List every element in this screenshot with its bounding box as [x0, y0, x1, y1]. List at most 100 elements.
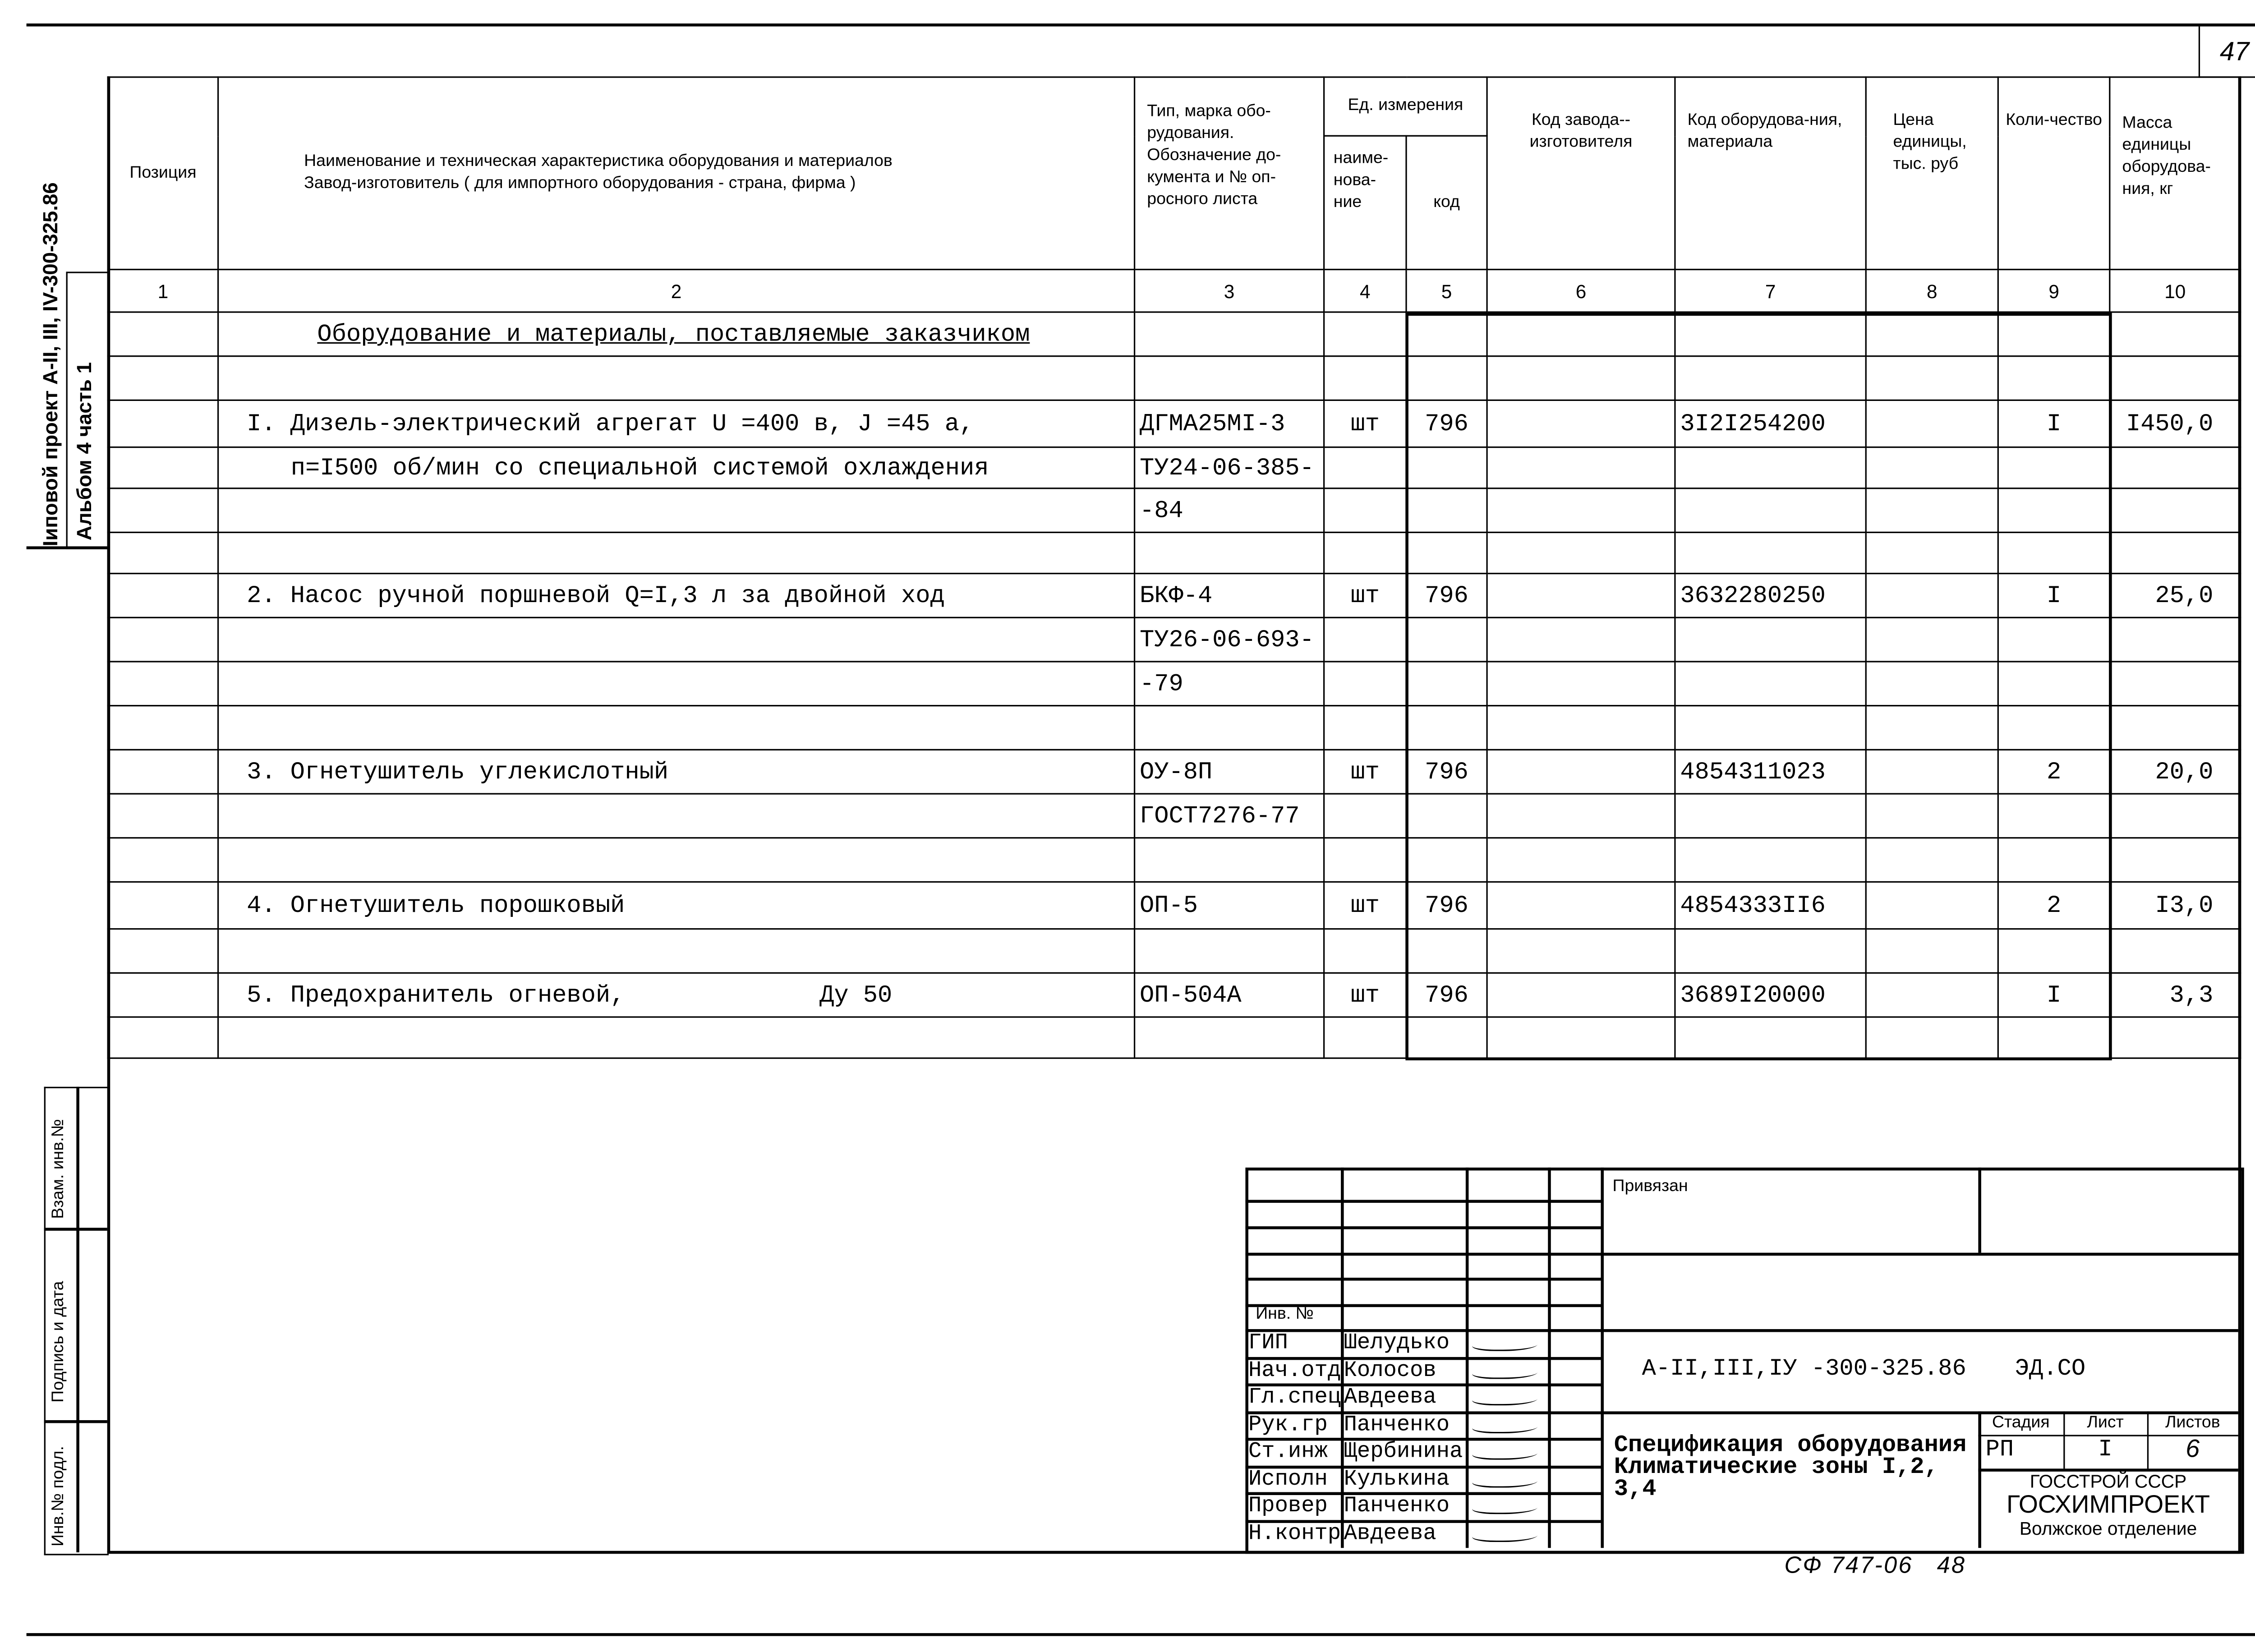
price-cell [1865, 661, 1999, 707]
factory-code-cell [1486, 749, 1676, 795]
title-block-line [1245, 1278, 1601, 1280]
mass-cell: I3,0 [2109, 881, 2241, 930]
staff-name: Панченко [1344, 1493, 1450, 1519]
type-cell [1133, 531, 1325, 575]
album-box [66, 271, 109, 549]
position-cell [107, 928, 219, 974]
position-cell [107, 881, 219, 930]
mass-cell [2109, 446, 2241, 489]
name-cell [217, 837, 1136, 883]
mass-cell [2109, 793, 2241, 839]
staff-role: Нач.отд [1248, 1358, 1341, 1384]
document-suffix: ЭД.СО [2015, 1355, 2086, 1382]
unit-name-cell: шт [1323, 881, 1407, 930]
name-cell: п=I500 об/мин со специальной системой ох… [217, 446, 1136, 489]
type-cell: ТУ26-06-693- [1133, 617, 1325, 663]
name-cell [217, 661, 1136, 707]
staff-name: Колосов [1344, 1358, 1436, 1384]
staff-role: Н.контр [1248, 1521, 1341, 1546]
name-cell: I. Дизель-электрический агрегат U =400 в… [217, 399, 1136, 448]
title-block-line [1245, 1438, 1601, 1440]
unit-name-cell [1323, 617, 1407, 663]
table-row [107, 928, 2241, 974]
unit-code-cell: 796 [1405, 749, 1488, 795]
staff-role: Ст.инж [1248, 1439, 1328, 1464]
factory-code-cell [1486, 837, 1676, 883]
unit-name-cell: шт [1323, 572, 1407, 618]
name-cell: 5. Предохранитель огневой, Ду 50 [217, 972, 1136, 1018]
equipment-code-cell: 3689I20000 [1674, 972, 1867, 1018]
table-row: 5. Предохранитель огневой, Ду 50 ОП-504А шт… [107, 972, 2241, 1018]
unit-code-cell [1405, 446, 1488, 489]
equipment-code-cell [1674, 531, 1867, 575]
title-block-line [1245, 1200, 1601, 1202]
factory-code-cell [1486, 881, 1676, 930]
quantity-cell: 2 [1997, 881, 2111, 930]
price-cell [1865, 972, 1999, 1018]
position-cell [107, 749, 219, 795]
staff-name: Шелудько [1344, 1330, 1450, 1356]
highlighted-block [1405, 313, 2112, 1061]
quantity-cell [1997, 837, 2111, 883]
item-name: п=I500 об/мин со специальной системой ох… [290, 454, 989, 482]
title-block-line [1978, 1435, 2238, 1437]
name-cell [217, 617, 1136, 663]
title-block-line [1245, 1252, 1601, 1255]
footer-note: СФ 747-06 48 [1784, 1554, 1966, 1579]
unit-name-cell [1323, 446, 1407, 489]
position-cell [107, 972, 219, 1018]
title-block-line [1245, 1492, 1601, 1495]
header-quantity: Коли-чество [1997, 76, 2111, 271]
unit-code-cell [1405, 928, 1488, 974]
stamp-replace-label: Взам. инв.№ [50, 1119, 68, 1219]
factory-code-cell [1486, 1016, 1676, 1059]
header-factory-code: Код завода--изготовителя [1486, 76, 1676, 271]
unit-code-cell: 796 [1405, 881, 1488, 930]
frame-inner-bottom [107, 1551, 2240, 1554]
price-cell [1865, 793, 1999, 839]
position-cell [107, 399, 219, 448]
quantity-cell [1997, 793, 2111, 839]
equipment-code-cell [1674, 837, 1867, 883]
position-cell [107, 355, 219, 401]
factory-code-cell [1486, 972, 1676, 1018]
price-cell [1865, 881, 1999, 930]
column-number: 9 [1997, 268, 2111, 313]
org-branch: Волжское отделение [2019, 1519, 2197, 1539]
table-row: -79 [107, 661, 2241, 707]
type-cell [1133, 1016, 1325, 1059]
quantity-cell [1997, 1016, 2111, 1059]
price-cell [1865, 617, 1999, 663]
unit-name-cell: шт [1323, 749, 1407, 795]
bound-label: Привязан [1612, 1178, 1688, 1196]
unit-name-cell [1323, 928, 1407, 974]
price-cell [1865, 399, 1999, 448]
stamp-original-label: Инв.№ подл. [50, 1446, 68, 1546]
title-block-line [1978, 1411, 1981, 1548]
table-row: п=I500 об/мин со специальной системой ох… [107, 446, 2241, 489]
header-unit: Ед. измерения [1323, 76, 1488, 137]
table-row [107, 355, 2241, 401]
document-title: Спецификация оборудования Климатические … [1614, 1431, 1967, 1503]
title-block-line [1245, 1465, 1601, 1468]
price-cell [1865, 749, 1999, 795]
name-cell: 3. Огнетушитель углекислотный [217, 749, 1136, 795]
column-number: 6 [1486, 268, 1676, 313]
title-block-line [1978, 1468, 2238, 1471]
mass-cell [2109, 355, 2241, 401]
type-cell [1133, 837, 1325, 883]
staff-role: Рук.гр [1248, 1413, 1328, 1438]
title-block-line [1601, 1411, 2238, 1414]
unit-name-cell [1323, 531, 1407, 575]
table-row: 2. Насос ручной поршневой Q=I,3 л за дво… [107, 572, 2241, 618]
column-number: 1 [107, 268, 219, 313]
unit-name-cell: шт [1323, 972, 1407, 1018]
equipment-code-cell: 4854311023 [1674, 749, 1867, 795]
album-label: Альбом 4 часть 1 [72, 362, 96, 541]
stage-label: Стадия [1992, 1414, 2050, 1432]
item-name: 3. Огнетушитель углекислотный [247, 758, 669, 786]
mass-cell [2109, 531, 2241, 575]
column-number: 3 [1133, 268, 1325, 313]
title-block-line [1245, 1411, 1601, 1414]
factory-code-cell [1486, 793, 1676, 839]
